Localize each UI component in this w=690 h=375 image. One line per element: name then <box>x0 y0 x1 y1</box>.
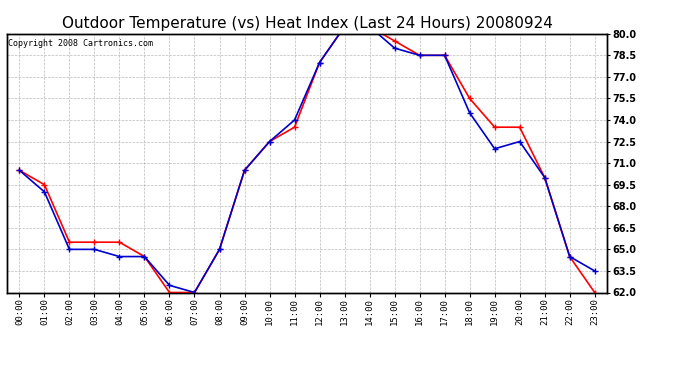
Text: Copyright 2008 Cartronics.com: Copyright 2008 Cartronics.com <box>8 39 153 48</box>
Title: Outdoor Temperature (vs) Heat Index (Last 24 Hours) 20080924: Outdoor Temperature (vs) Heat Index (Las… <box>61 16 553 31</box>
